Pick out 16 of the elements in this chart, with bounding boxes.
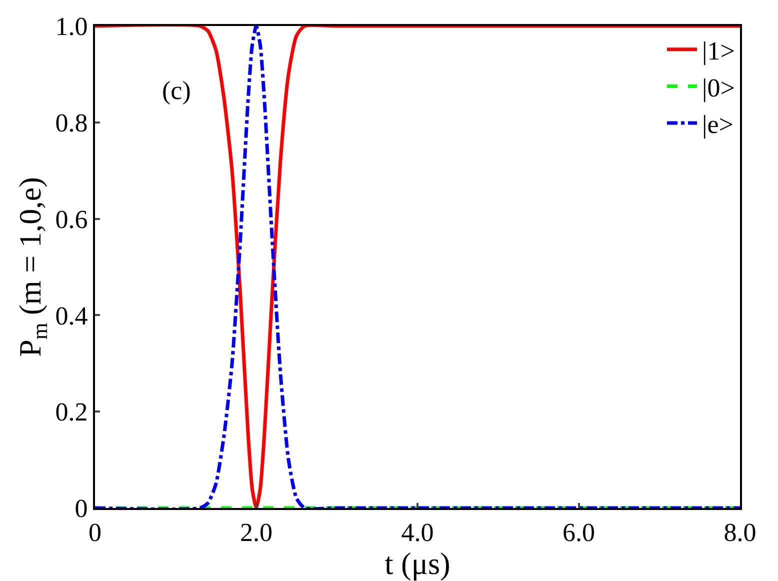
legend-label: |e> bbox=[702, 110, 734, 140]
y-tick-label: 0.8 bbox=[55, 108, 88, 138]
x-axis-title: t (μs) bbox=[384, 546, 450, 581]
y-tick-label: 0.6 bbox=[55, 204, 88, 234]
y-tick-label: 0.4 bbox=[55, 301, 88, 330]
x-tick-label: 6.0 bbox=[562, 518, 595, 548]
y-tick-label: 0.2 bbox=[55, 398, 88, 427]
x-tick-label: 4.0 bbox=[401, 518, 434, 548]
legend-label: |0> bbox=[702, 73, 735, 102]
x-tick-label: 8.0 bbox=[724, 518, 756, 548]
annotation: (c) bbox=[162, 76, 191, 105]
legend-label: |1> bbox=[702, 36, 735, 66]
y-tick-label: 1.0 bbox=[55, 12, 88, 42]
line-series bbox=[95, 26, 740, 508]
x-tick-label: 2.0 bbox=[240, 518, 272, 548]
y-tick-label: 0 bbox=[74, 494, 88, 524]
